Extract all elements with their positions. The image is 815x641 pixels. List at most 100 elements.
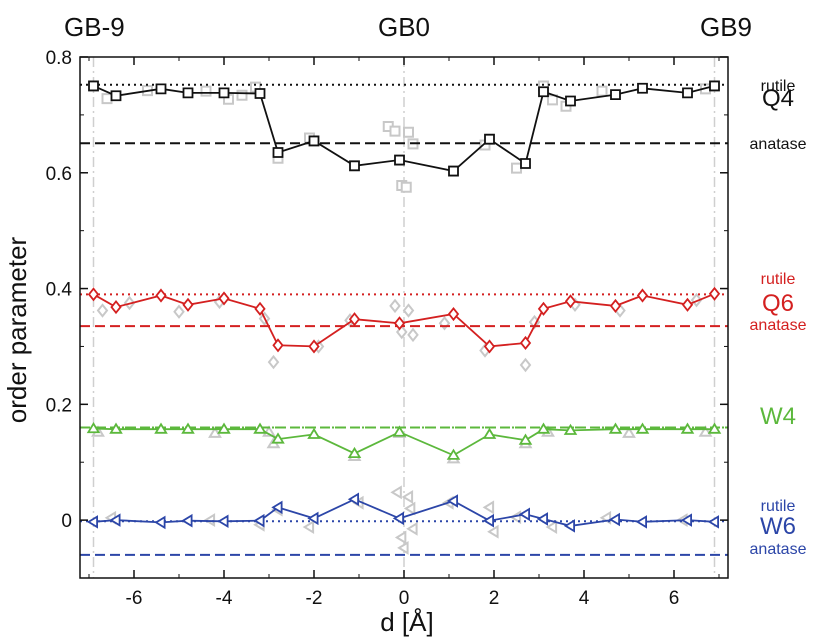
w6-point-14 [563, 519, 575, 533]
q6-point-7 [308, 339, 320, 354]
q4-point-11 [484, 133, 495, 145]
q4-point-15 [610, 89, 621, 101]
w4-point-0 [86, 421, 101, 434]
background-point-w6-15 [509, 510, 522, 525]
q4-point-5 [254, 88, 266, 99]
w4-point-12 [518, 433, 533, 445]
q4-point-7 [308, 135, 320, 147]
q4-point-6 [272, 147, 284, 158]
background-point-w6-8 [397, 540, 409, 555]
q6-point-14 [564, 294, 577, 309]
w6-series-label: W6 [760, 513, 796, 540]
q4-point-14 [565, 95, 576, 107]
w4-point-13 [536, 422, 551, 434]
w4-point-17 [680, 422, 695, 434]
y-tick-label-4: 0.8 [46, 48, 72, 69]
data-series [86, 80, 722, 533]
background-point-q6-12 [438, 316, 451, 331]
w4-point-18 [707, 422, 722, 434]
background-point-w6-14 [487, 524, 499, 539]
w6-point-8 [347, 492, 359, 507]
background-point-w6-10 [403, 501, 416, 516]
w4-point-3 [181, 422, 195, 434]
w4-point-8 [347, 446, 362, 459]
q6-point-12 [519, 335, 532, 351]
w4-point-2 [154, 422, 168, 434]
labels: d [Å] order parameter GB-9 GB0 GB9Q4rutile… [2, 12, 807, 637]
w4-point-1 [109, 422, 123, 434]
background-point-w4-9 [622, 426, 636, 438]
w6-point-18 [707, 515, 719, 529]
background-point-w6-13 [482, 500, 495, 515]
w4-point-10 [446, 448, 461, 460]
q4-series-label: Q4 [762, 85, 794, 112]
background-point-q6-10 [402, 303, 415, 318]
q6-point-9 [393, 316, 406, 331]
x-tick-label-2: -2 [306, 588, 323, 609]
w6-rutile-label: rutile [761, 498, 796, 515]
q6-point-11 [483, 339, 496, 354]
background-point-q6-8 [389, 298, 401, 314]
q4-point-2 [155, 83, 167, 95]
background-point-w6-6 [390, 485, 402, 500]
w6-point-11 [482, 513, 494, 528]
w4-point-6 [271, 432, 285, 444]
background-point-q6-14 [519, 357, 532, 373]
q6-point-17 [681, 297, 694, 312]
axes: 0 0.2 0.4 0.6 0.8 -6 -4 -2 0 2 4 6 [46, 48, 729, 609]
y-tick-label-2: 0.4 [46, 280, 73, 301]
q4-point-18 [709, 80, 720, 92]
background-point-q6-11 [407, 327, 419, 343]
background-point-w6-11 [406, 521, 418, 536]
y-tick-label-3: 0.6 [46, 164, 72, 185]
background-point-q6-9 [395, 324, 408, 340]
x-tick-label-0: -6 [126, 588, 143, 609]
q6-point-8 [348, 312, 361, 327]
w6-point-5 [253, 513, 265, 528]
q6-point-16 [636, 288, 649, 303]
q4-point-0 [88, 80, 99, 92]
x-tick-label-1: -4 [216, 588, 233, 609]
background-point-w6-16 [545, 520, 558, 535]
top-label-gb0: GB0 [378, 12, 430, 42]
q4-point-8 [349, 160, 360, 172]
y-tick-label-1: 0.2 [46, 395, 72, 416]
background-point-w4-1 [208, 426, 222, 438]
background-point-w6-1 [203, 513, 216, 528]
q4-point-12 [520, 158, 531, 169]
background-point-q4-19 [596, 85, 608, 97]
q4-point-4 [218, 87, 230, 99]
background-points [91, 80, 713, 555]
w6-point-12 [518, 507, 530, 522]
q6-point-15 [609, 298, 622, 313]
q6-series-label: Q6 [762, 290, 794, 317]
background-point-w6-7 [394, 530, 407, 545]
x-tick-label-4: 2 [489, 588, 500, 609]
w6-point-0 [86, 515, 98, 529]
w4-point-5 [253, 422, 267, 434]
y-axis-title: order parameter [2, 236, 32, 423]
q6-point-1 [110, 300, 122, 315]
w6-point-16 [635, 515, 647, 529]
x-tick-label-6: 6 [669, 588, 680, 609]
top-label-gb-9: GB-9 [64, 12, 125, 42]
background-point-q4-3 [236, 89, 248, 101]
q6-anatase-label: anatase [750, 317, 807, 334]
q6-point-10 [447, 306, 460, 322]
w4-point-11 [482, 427, 497, 439]
q4-rutile-label: rutile [761, 78, 796, 95]
w6-point-1 [109, 513, 121, 527]
w6-point-6 [271, 500, 283, 515]
q6-point-6 [272, 338, 284, 353]
background-point-q4-15 [511, 162, 522, 174]
w4-point-7 [307, 427, 321, 439]
background-point-q6-2 [173, 304, 185, 319]
background-point-w6-9 [401, 490, 414, 504]
q4-point-10 [448, 165, 459, 177]
w6-point-4 [217, 514, 229, 529]
q6-point-18 [708, 286, 721, 301]
background-point-w6-4 [302, 520, 315, 535]
w6-point-7 [307, 511, 319, 526]
q4-point-9 [394, 154, 405, 166]
